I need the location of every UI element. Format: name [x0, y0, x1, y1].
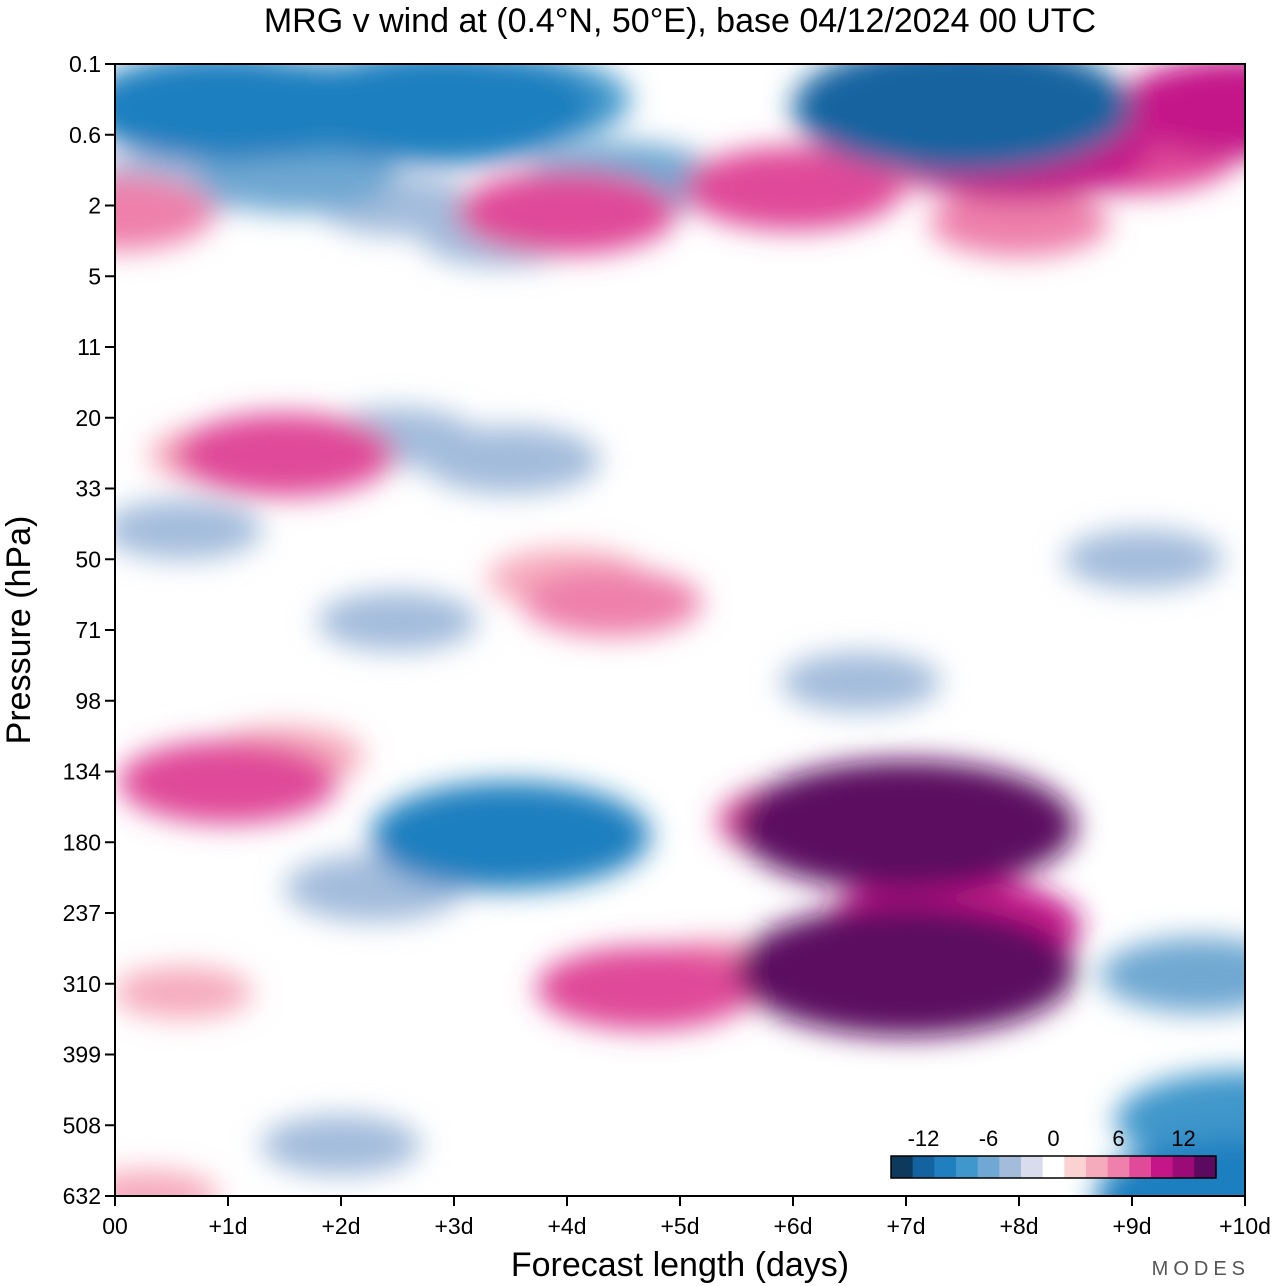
contour-cell-38	[115, 64, 363, 162]
y-axis-label: Pressure (hPa)	[0, 516, 38, 745]
x-tick-label: 00	[102, 1213, 128, 1239]
colorbar-swatch	[1151, 1156, 1174, 1178]
x-tick-label: +6d	[773, 1213, 812, 1239]
colorbar-swatch	[1042, 1156, 1065, 1178]
contour-cell-22	[115, 174, 215, 251]
y-tick-label: 134	[63, 759, 102, 785]
x-tick-label: +3d	[434, 1213, 473, 1239]
colorbar-swatch	[1021, 1156, 1044, 1178]
x-tick-label: +5d	[660, 1213, 699, 1239]
contour-cell-43	[736, 759, 1076, 892]
contour-field	[115, 64, 1245, 1196]
contour-cell-25	[683, 146, 903, 231]
contour-cell-28	[118, 740, 338, 825]
y-tick-label: 33	[75, 476, 101, 502]
contour-cell-42	[792, 64, 1133, 174]
colorbar-swatch	[999, 1156, 1022, 1178]
contour-cell-12	[261, 1115, 421, 1176]
colorbar-swatch	[1129, 1156, 1152, 1178]
y-tick-label: 180	[63, 829, 101, 855]
colorbar-swatch	[977, 1156, 1000, 1178]
colorbar-swatch	[934, 1156, 957, 1178]
y-tick-label: 98	[75, 688, 101, 714]
colorbar-swatch	[1086, 1156, 1109, 1178]
contour-cell-39	[370, 781, 651, 890]
x-tick-label: +10d	[1219, 1213, 1271, 1239]
x-tick-label: +7d	[886, 1213, 925, 1239]
contour-cell-0	[115, 966, 253, 1019]
x-axis-label: Forecast length (days)	[511, 1246, 849, 1284]
y-tick-label: 310	[63, 971, 101, 997]
y-tick-label: 508	[63, 1112, 101, 1138]
y-tick-label: 5	[88, 263, 101, 289]
colorbar-label: 0	[1047, 1126, 1059, 1151]
colorbar-label: 6	[1112, 1126, 1124, 1151]
contour-cell-44	[736, 904, 1076, 1037]
y-tick-label: 50	[75, 546, 101, 572]
y-tick-label: 2	[88, 193, 101, 219]
y-tick-label: 0.6	[69, 122, 101, 148]
colorbar-frame	[890, 1155, 1217, 1179]
colorbar-swatch	[1172, 1156, 1195, 1178]
x-tick-label: +2d	[321, 1213, 360, 1239]
colorbar-swatch	[891, 1156, 914, 1178]
y-tick-label: 399	[63, 1042, 101, 1068]
contour-cell-27	[174, 412, 395, 497]
y-tick-label: 237	[63, 900, 101, 926]
contour-cell-26	[457, 170, 677, 255]
y-tick-label: 71	[75, 617, 101, 643]
contour-cell-10	[1063, 529, 1224, 590]
modes-logo: MODES	[1152, 1258, 1250, 1280]
y-tick-label: 632	[63, 1183, 101, 1209]
x-tick-label: +9d	[1112, 1213, 1151, 1239]
colorbar-swatch	[1107, 1156, 1130, 1178]
colorbar-swatch	[956, 1156, 979, 1178]
y-axis: 0.1 0.6 2 5 11 20 33 50 71 98 134 180 237 310 399 508 63…	[63, 51, 115, 1209]
contour-cell-7	[115, 499, 263, 560]
contour-cell-31	[536, 946, 757, 1031]
chart-title: MRG v wind at (0.4°N, 50°E), base 04/12/…	[264, 2, 1096, 40]
y-tick-label: 11	[77, 334, 101, 360]
contour-cell-8	[317, 591, 478, 652]
x-tick-label: +4d	[547, 1213, 586, 1239]
colorbar: -12 -6 0 6 12	[890, 1126, 1217, 1179]
colorbar-label: -6	[979, 1126, 999, 1151]
contour-cell-23	[1099, 937, 1245, 1014]
y-tick-label: 20	[75, 405, 101, 431]
x-axis: 00 +1d +2d +3d +4d +5d +6d +7d +8d +9d +10d	[102, 1196, 1271, 1239]
contour-cell-40	[292, 64, 593, 166]
contour-cell-9	[780, 652, 941, 713]
colorbar-swatch	[1194, 1156, 1217, 1178]
contour-cell-15	[420, 426, 601, 495]
contour-cell-34	[1115, 64, 1245, 158]
colorbar-swatch	[912, 1156, 935, 1178]
x-tick-label: +8d	[999, 1213, 1038, 1239]
contour-cell-1	[115, 1170, 219, 1196]
y-tick-label: 0.1	[69, 51, 101, 77]
contour-cell-14	[929, 188, 1109, 257]
x-tick-label: +1d	[208, 1213, 247, 1239]
colorbar-swatch	[1064, 1156, 1087, 1178]
contour-cell-16	[522, 568, 703, 637]
colorbar-label: -12	[908, 1126, 940, 1151]
colorbar-label: 12	[1171, 1126, 1195, 1151]
